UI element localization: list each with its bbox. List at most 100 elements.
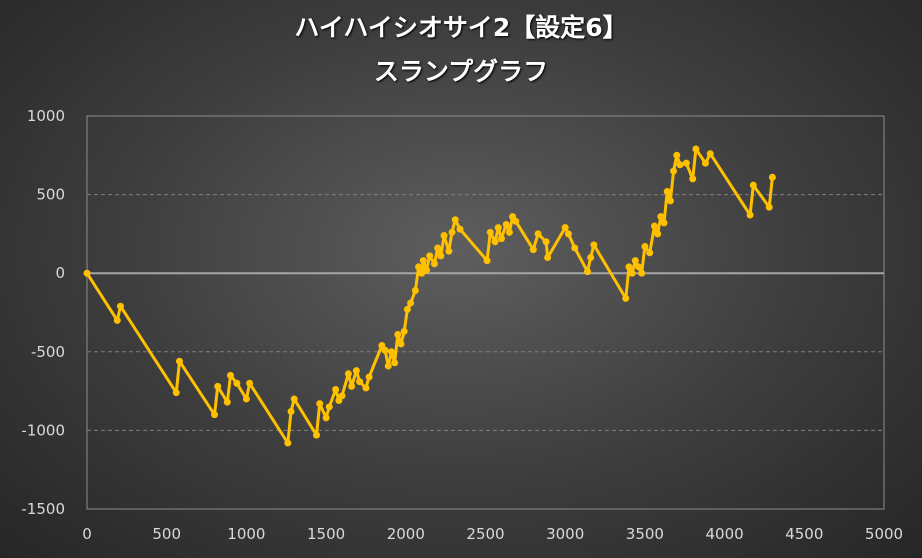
data-point — [497, 235, 505, 243]
data-point — [233, 379, 241, 387]
data-point — [223, 398, 231, 406]
data-point — [400, 327, 408, 335]
data-point — [631, 257, 639, 265]
data-point — [689, 175, 697, 183]
data-point — [641, 242, 649, 250]
data-point — [313, 431, 321, 439]
data-point — [746, 211, 754, 219]
chart-subtitle: スランプグラフ — [373, 57, 549, 86]
x-tick-label: 2500 — [466, 525, 504, 543]
data-point — [670, 167, 678, 175]
data-point — [440, 231, 448, 239]
y-tick-label: 0 — [55, 264, 65, 282]
data-point — [246, 379, 254, 387]
x-tick-label: 3000 — [546, 525, 584, 543]
x-tick-label: 0 — [82, 525, 92, 543]
x-tick-label: 1500 — [307, 525, 345, 543]
data-point — [542, 238, 550, 246]
data-point — [322, 414, 330, 422]
data-point — [387, 348, 395, 356]
data-point — [706, 150, 714, 158]
data-point — [768, 173, 776, 181]
data-point — [411, 286, 419, 294]
data-point — [356, 378, 364, 386]
data-point — [749, 181, 757, 189]
data-point — [673, 151, 681, 159]
data-point — [544, 253, 552, 261]
data-point — [325, 403, 333, 411]
data-point — [426, 252, 434, 260]
data-point — [394, 331, 402, 339]
data-point — [635, 263, 643, 271]
data-point — [534, 230, 542, 238]
data-point — [211, 411, 219, 419]
data-point — [407, 299, 415, 307]
data-point — [332, 386, 340, 394]
y-tick-label: -1500 — [21, 500, 65, 518]
data-point — [491, 238, 499, 246]
data-point — [415, 263, 423, 271]
data-point — [430, 260, 438, 268]
data-point — [765, 203, 773, 211]
data-point — [423, 266, 431, 274]
data-point — [348, 382, 356, 390]
data-point — [391, 359, 399, 367]
data-point — [113, 316, 121, 324]
data-point — [434, 244, 442, 252]
x-tick-label: 4000 — [706, 525, 744, 543]
data-point — [352, 367, 360, 375]
data-point — [638, 269, 646, 277]
data-point — [561, 224, 569, 232]
data-point — [625, 263, 633, 271]
data-point — [381, 346, 389, 354]
data-point — [502, 220, 510, 228]
data-point — [584, 268, 592, 276]
data-point — [571, 244, 579, 252]
data-point — [448, 228, 456, 236]
data-point — [682, 159, 690, 167]
data-point — [214, 382, 222, 390]
y-tick-label: 500 — [36, 186, 65, 204]
data-point — [663, 187, 671, 195]
data-point — [587, 253, 595, 261]
data-point — [622, 294, 630, 302]
data-point — [657, 213, 665, 221]
data-point — [646, 249, 654, 257]
data-point — [284, 439, 292, 447]
data-point — [290, 395, 298, 403]
data-point — [650, 222, 658, 230]
x-tick-label: 1000 — [227, 525, 265, 543]
data-point — [226, 371, 234, 379]
data-point — [437, 252, 445, 260]
data-point — [365, 373, 373, 381]
x-tick-label: 2000 — [387, 525, 425, 543]
data-point — [175, 357, 183, 365]
data-point — [172, 389, 180, 397]
data-point — [287, 408, 295, 416]
x-tick-label: 3500 — [626, 525, 664, 543]
data-point — [486, 228, 494, 236]
data-point — [338, 392, 346, 400]
data-point — [590, 241, 598, 249]
data-point — [419, 257, 427, 265]
plot-frame — [86, 115, 885, 510]
data-point — [676, 161, 684, 169]
data-point — [512, 217, 520, 225]
data-point — [316, 400, 324, 408]
data-point — [483, 257, 491, 265]
data-point — [628, 269, 636, 277]
data-point — [456, 225, 464, 233]
data-point — [242, 395, 250, 403]
y-tick-label: -1000 — [21, 421, 65, 439]
data-point — [445, 247, 453, 255]
data-point — [692, 145, 700, 153]
data-point — [83, 269, 91, 277]
data-point — [344, 370, 352, 378]
data-point — [660, 219, 668, 227]
x-tick-label: 500 — [152, 525, 181, 543]
data-point — [529, 246, 537, 254]
x-tick-label: 5000 — [865, 525, 903, 543]
data-point — [666, 197, 674, 205]
y-tick-label: -500 — [31, 343, 65, 361]
data-point — [384, 362, 392, 370]
